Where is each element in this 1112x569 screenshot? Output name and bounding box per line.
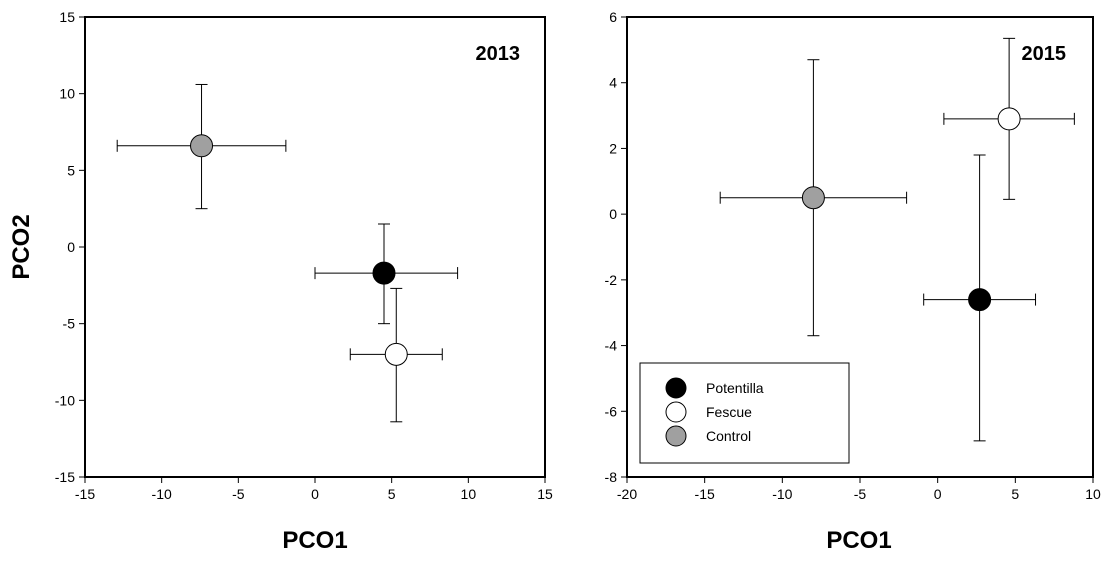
x-axis-title-2015: PCO1 [826, 527, 891, 554]
legend-label-fescue: Fescue [706, 404, 752, 420]
point-potentilla-2013 [314, 223, 459, 325]
x-tick-label-2015: 0 [934, 486, 942, 502]
y-tick-label-2015: 2 [609, 140, 617, 156]
y-tick-label-2015: -4 [605, 338, 618, 354]
x-tick-label-2015: -5 [854, 486, 867, 502]
legend-label-control: Control [706, 428, 751, 444]
legend-label-potentilla: Potentilla [706, 380, 764, 396]
point-potentilla-2015 [923, 154, 1037, 442]
x-tick-label-2013: -15 [75, 486, 95, 502]
x-tick-label-2013: 10 [461, 486, 477, 502]
y-tick-label-2013: 10 [59, 86, 75, 102]
y-tick-label-2013: 5 [67, 162, 75, 178]
y-tick-label-2013: 15 [59, 9, 75, 25]
marker-potentilla [372, 261, 396, 285]
x-tick-label-2015: -10 [772, 486, 792, 502]
x-tick-label-2015: -15 [695, 486, 715, 502]
y-tick-label-2013: -15 [55, 469, 75, 485]
y-tick-label-2015: 0 [609, 206, 617, 222]
marker-control [801, 186, 825, 210]
legend-marker-control [665, 425, 687, 447]
panel-label-2015: 2015 [1022, 43, 1067, 65]
y-axis-title-2013: PCO2 [8, 214, 35, 279]
x-tick-label-2015: 5 [1011, 486, 1019, 502]
marker-fescue [997, 107, 1021, 131]
point-fescue-2013 [349, 287, 443, 423]
panel-label-2013: 2013 [476, 43, 521, 65]
point-control-2015 [719, 59, 908, 337]
y-tick-label-2015: -8 [605, 469, 618, 485]
y-tick-label-2013: -10 [55, 392, 75, 408]
point-control-2013 [116, 83, 287, 210]
x-tick-label-2013: -5 [232, 486, 245, 502]
axes-2013: -15 -10 -5 0 5 10 15 -15 -10 -5 0 5 10 15 [55, 9, 553, 502]
marker-potentilla [968, 288, 992, 312]
data-marks-2013 [116, 83, 459, 423]
y-tick-label-2013: 0 [67, 239, 75, 255]
data-marks-2015 [719, 37, 1075, 442]
y-tick-label-2013: -5 [63, 316, 76, 332]
legend: Potentilla Fescue Control [639, 362, 850, 464]
marker-control [190, 134, 214, 158]
y-tick-label-2015: 6 [609, 9, 617, 25]
x-tick-label-2013: 15 [537, 486, 553, 502]
y-tick-label-2015: 4 [609, 75, 617, 91]
x-tick-label-2013: -10 [152, 486, 172, 502]
x-tick-label-2013: 5 [388, 486, 396, 502]
x-tick-label-2015: 10 [1085, 486, 1101, 502]
legend-marker-potentilla [665, 377, 687, 399]
y-tick-label-2015: -2 [605, 272, 618, 288]
x-tick-label-2013: 0 [311, 486, 319, 502]
chart-2013: -15 -10 -5 0 5 10 15 -15 -10 -5 0 5 10 15 2013 PCO1 P… [8, 9, 553, 554]
y-tick-label-2015: -6 [605, 403, 618, 419]
plot-area-2013 [84, 16, 546, 478]
marker-fescue [384, 342, 408, 366]
x-tick-label-2015: -20 [617, 486, 637, 502]
legend-marker-fescue [665, 401, 687, 423]
point-fescue-2015 [943, 37, 1075, 200]
x-axis-title-2013: PCO1 [282, 527, 347, 554]
